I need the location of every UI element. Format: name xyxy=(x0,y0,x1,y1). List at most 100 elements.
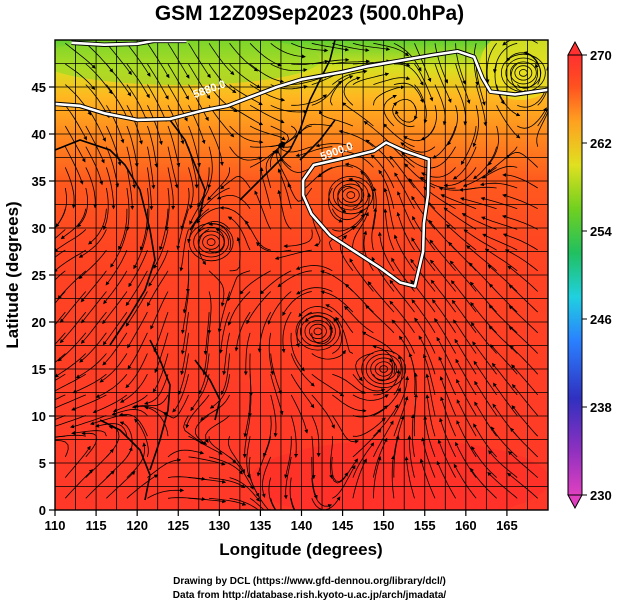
x-tick-label: 120 xyxy=(126,518,148,533)
streamline xyxy=(249,497,265,510)
colorbar-tick-label: 230 xyxy=(590,488,612,503)
streamline xyxy=(419,458,436,499)
streamline xyxy=(453,463,477,499)
streamline xyxy=(85,470,115,499)
credit-data: Data from http://database.rish.kyoto-u.a… xyxy=(172,590,447,601)
streamline xyxy=(365,139,395,168)
y-tick-label: 20 xyxy=(32,315,46,330)
streamline xyxy=(473,146,497,180)
streamline xyxy=(492,382,518,416)
streamline xyxy=(95,373,128,398)
streamline xyxy=(414,84,428,124)
x-tick-label: 145 xyxy=(332,518,354,533)
streamline xyxy=(378,169,395,209)
streamline xyxy=(432,299,456,334)
streamline xyxy=(373,420,394,458)
x-tick-label: 155 xyxy=(414,518,436,533)
streamline xyxy=(360,170,375,209)
streamline xyxy=(125,353,148,389)
streamline xyxy=(332,317,342,354)
streamline xyxy=(229,125,264,145)
streamline xyxy=(436,460,456,499)
streamline xyxy=(102,187,109,231)
streamline xyxy=(106,470,136,499)
streamline xyxy=(75,353,107,379)
streamline xyxy=(126,474,159,499)
streamline xyxy=(55,373,87,393)
x-axis-title: Longitude (degrees) xyxy=(219,540,382,559)
streamline xyxy=(60,208,87,240)
streamline xyxy=(371,207,378,251)
contour-line xyxy=(55,50,548,122)
streamline xyxy=(311,436,316,480)
streamline xyxy=(329,436,334,479)
streamline xyxy=(220,175,251,190)
colorbar-tick-label: 270 xyxy=(590,48,612,63)
streamline xyxy=(393,82,424,104)
x-tick-label: 140 xyxy=(291,518,313,533)
streamline xyxy=(197,220,230,233)
vortex-ring xyxy=(304,319,332,343)
x-tick-label: 165 xyxy=(496,518,518,533)
streamline xyxy=(278,143,312,153)
streamline xyxy=(331,456,349,482)
streamline xyxy=(126,84,148,122)
streamline xyxy=(311,415,321,458)
streamline xyxy=(64,445,91,478)
streamline xyxy=(339,234,354,272)
streamline xyxy=(395,105,417,123)
streamline xyxy=(439,417,456,458)
streamline xyxy=(59,311,87,344)
streamline xyxy=(249,125,286,141)
streamline xyxy=(277,270,312,288)
streamline xyxy=(425,373,436,416)
streamline xyxy=(507,472,538,499)
streamline xyxy=(197,167,210,208)
streamline xyxy=(487,146,518,173)
streamline xyxy=(335,316,354,354)
streamline xyxy=(480,182,518,189)
streamline xyxy=(59,291,87,323)
streamline xyxy=(418,335,436,375)
streamline xyxy=(373,357,394,382)
streamline xyxy=(311,394,335,429)
streamline xyxy=(507,265,538,292)
streamline xyxy=(488,125,499,166)
streamline xyxy=(227,270,251,302)
streamline xyxy=(204,415,230,443)
streamline xyxy=(246,291,271,325)
streamline xyxy=(55,229,66,240)
streamline xyxy=(352,72,390,85)
streamline xyxy=(363,230,374,272)
streamline xyxy=(394,172,415,209)
streamline xyxy=(274,149,292,189)
streamline xyxy=(270,353,282,395)
streamline xyxy=(85,146,104,186)
streamline xyxy=(70,415,107,429)
streamline xyxy=(290,374,315,409)
streamline xyxy=(270,63,308,73)
streamline xyxy=(440,194,477,210)
streamline xyxy=(80,291,107,324)
streamline xyxy=(517,107,547,129)
streamline xyxy=(397,191,415,230)
streamline xyxy=(126,125,139,168)
streamline xyxy=(64,167,76,209)
streamline xyxy=(79,332,107,363)
streamline xyxy=(398,335,415,375)
streamline xyxy=(430,279,456,313)
streamline xyxy=(290,353,315,387)
x-tick-label: 130 xyxy=(208,518,230,533)
streamline xyxy=(262,415,272,458)
streamline xyxy=(421,437,436,478)
streamline xyxy=(311,349,346,360)
streamline xyxy=(164,187,170,231)
streamline xyxy=(150,291,169,330)
streamline xyxy=(447,105,458,146)
streamline xyxy=(248,456,260,498)
streamline xyxy=(270,42,306,59)
streamline xyxy=(105,249,128,286)
streamline xyxy=(220,353,230,396)
streamline xyxy=(370,154,395,189)
streamline xyxy=(449,260,477,292)
